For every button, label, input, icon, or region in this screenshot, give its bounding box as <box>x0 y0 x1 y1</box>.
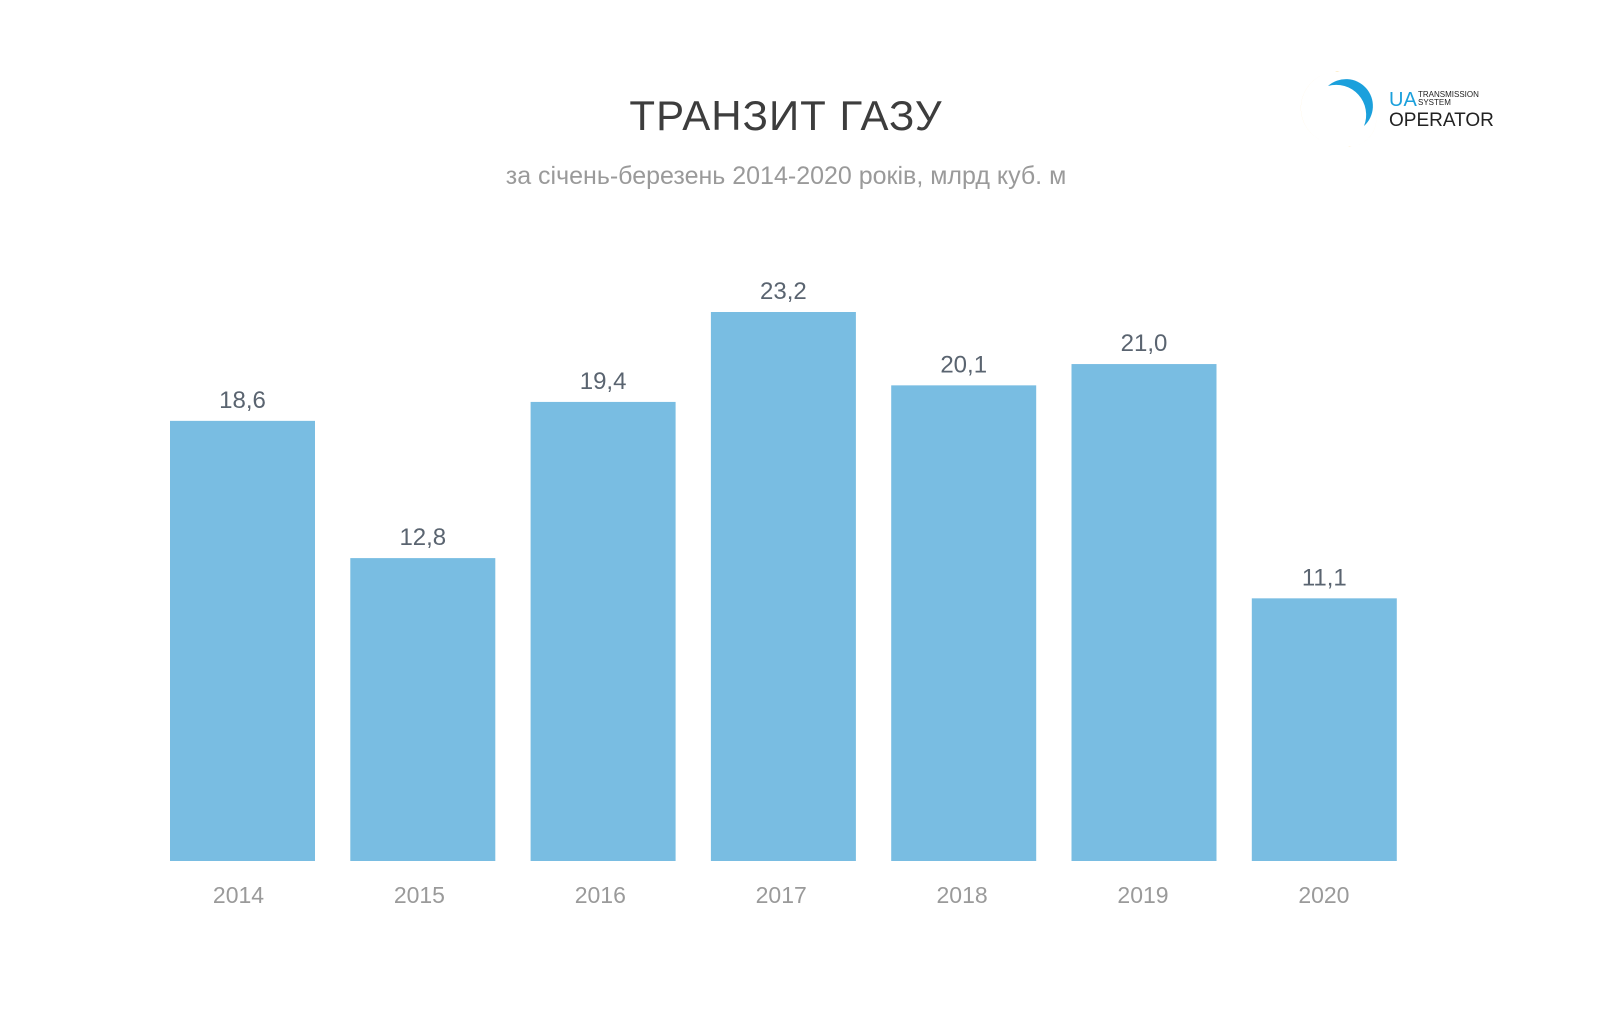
bar-2020 <box>1251 598 1397 861</box>
data-label: 12,8 <box>399 524 446 551</box>
bar-2017 <box>710 312 856 861</box>
bar-2018 <box>891 385 1037 861</box>
data-label: 11,1 <box>1302 564 1347 591</box>
bar-2015 <box>350 558 496 861</box>
bar-2016 <box>530 401 676 861</box>
bar-2014 <box>170 420 315 861</box>
x-tick-label: 2015 <box>394 882 445 908</box>
chart-subtitle: за січень-березень 2014-2020 років, млрд… <box>505 162 1067 190</box>
data-label: 18,6 <box>219 387 266 414</box>
x-tick-label: 2016 <box>575 882 626 908</box>
svg-text:TRANSMISSION: TRANSMISSION <box>1418 90 1479 99</box>
x-tick-label: 2020 <box>1298 882 1349 908</box>
x-tick-label: 2018 <box>937 882 988 908</box>
company-logo: UA TRANSMISSION SYSTEM OPERATOR <box>1300 71 1494 147</box>
x-tick-label: 2017 <box>756 882 807 908</box>
svg-text:UA: UA <box>1389 89 1417 111</box>
chart-title: ТРАНЗИТ ГАЗУ <box>629 92 943 139</box>
svg-text:SYSTEM: SYSTEM <box>1418 98 1451 107</box>
bar-2019 <box>1071 364 1217 861</box>
x-tick-label: 2019 <box>1117 882 1168 908</box>
data-label: 21,0 <box>1121 330 1168 357</box>
x-tick-label: 2014 <box>213 882 264 908</box>
svg-text:OPERATOR: OPERATOR <box>1389 110 1494 131</box>
data-label: 23,2 <box>760 278 807 305</box>
data-label: 19,4 <box>580 368 627 395</box>
data-label: 20,1 <box>940 351 987 378</box>
